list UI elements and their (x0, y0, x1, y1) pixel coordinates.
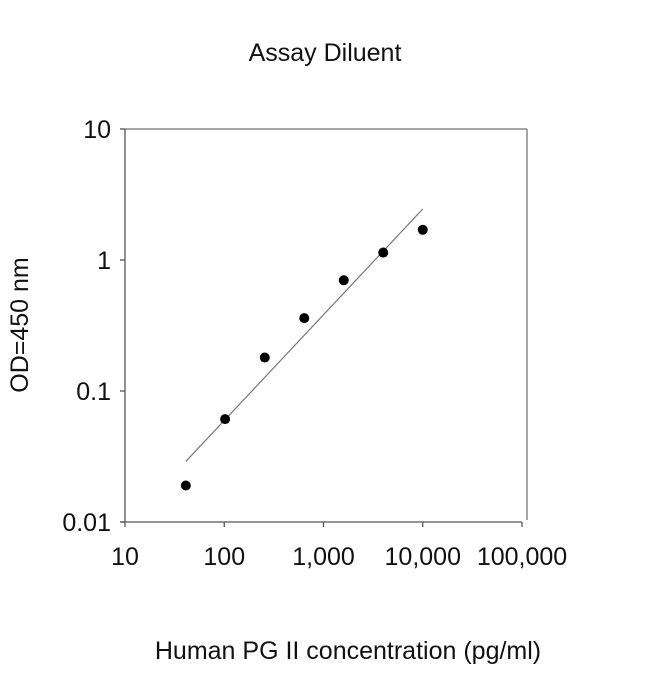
y-tick-label: 0.1 (76, 378, 111, 406)
y-axis: 0.01 0.1 1 10 (62, 116, 125, 537)
data-point (378, 247, 389, 258)
chart-title: Assay Diluent (248, 39, 402, 67)
x-axis-label: Human PG II concentration (pg/ml) (154, 637, 542, 665)
x-tick-label: 1,000 (292, 543, 355, 571)
data-point (259, 352, 270, 363)
x-axis: 10 100 1,000 10,000 100,000 (111, 522, 567, 571)
data-point (417, 224, 428, 235)
data-points (180, 224, 428, 491)
fit-line (185, 208, 424, 462)
data-point (299, 313, 310, 324)
data-point (180, 480, 191, 491)
x-tick-label: 100,000 (477, 543, 567, 571)
y-tick-label: 1 (97, 247, 111, 275)
plot-frame (121, 128, 528, 523)
regression-line (185, 208, 424, 462)
x-tick-label: 10 (111, 543, 139, 571)
x-tick-label: 10,000 (385, 543, 461, 571)
y-tick-label: 10 (83, 116, 111, 144)
data-point (220, 414, 231, 425)
y-tick-label: 0.01 (62, 509, 111, 537)
data-point (338, 275, 349, 286)
x-tick-label: 100 (203, 543, 245, 571)
